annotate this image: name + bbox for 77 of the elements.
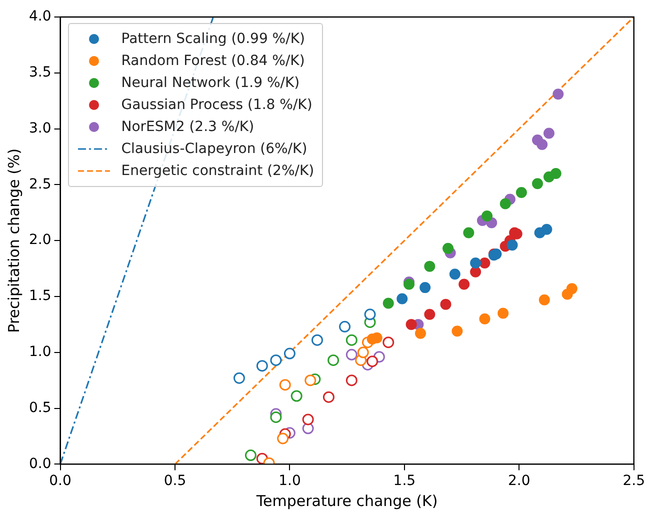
point [442,242,454,254]
point [470,266,482,278]
point [420,282,431,294]
point [566,283,578,294]
point [364,308,376,320]
y-tick-label: 3.5 [29,64,52,81]
point [302,414,314,426]
legend-label: NorESM2 (2.3 %/K) [121,119,254,135]
point [458,278,470,290]
point [346,374,358,386]
point [322,391,334,403]
point [270,354,282,366]
point [506,240,518,251]
legend-label: Clausius-Clapeyron (6%/K) [121,141,308,157]
x-tick-label: 2.0 [508,473,530,490]
point [470,257,482,268]
y-tick-label: 4.0 [29,8,52,25]
point [256,360,268,372]
point [244,450,256,462]
x-tick-label: 0.0 [49,473,72,490]
point [270,411,282,423]
y-axis-title: Precipitation change (%) [4,148,23,333]
y-tick-label: 2.5 [29,176,52,192]
x-tick-label: 1.5 [393,473,416,490]
point [339,320,351,332]
point [346,348,358,360]
point [382,336,394,348]
x-tick-label: 0.5 [164,473,186,490]
y-tick-label: 0.5 [29,400,52,416]
y-tick-label: 2.0 [29,232,52,248]
legend-label: Pattern Scaling (0.99 %/K) [121,31,305,47]
legend-label: Gaussian Process (1.8 %/K) [121,97,312,113]
point [479,257,490,268]
point [449,268,460,280]
point [538,294,550,306]
point [536,138,548,150]
point [279,379,291,391]
point [424,260,436,272]
point [532,178,544,190]
point [498,308,509,319]
point [277,432,289,444]
legend-label: Random Forest (0.84 %/K) [121,53,305,69]
point [311,334,323,346]
y-tick-label: 1.5 [29,288,52,304]
point [414,328,426,339]
point [406,318,417,330]
legend-label: Neural Network (1.9 %/K) [121,75,300,91]
point [290,390,302,402]
y-tick-label: 1.0 [29,344,52,360]
point [516,187,527,198]
point [440,298,452,310]
point [233,372,245,384]
legend-label: Energetic constraint (2%/K) [121,163,314,179]
point [346,334,358,346]
point [382,298,394,309]
point [424,308,436,320]
x-axis-title: Temperature change (K) [255,492,438,510]
point [452,326,463,337]
point [482,210,493,222]
point [463,227,474,238]
x-tick-label: 1.0 [278,473,301,490]
point [479,313,490,324]
point [500,198,511,210]
y-tick-label: 0.0 [29,456,52,472]
point [396,293,408,304]
point [541,224,552,235]
point [552,88,564,100]
point [404,278,415,290]
point [284,348,296,360]
x-tick-label: 2.5 [622,473,645,490]
point [304,374,316,386]
point [366,356,378,368]
y-tick-label: 3.0 [29,120,52,136]
point [543,128,554,139]
point [328,354,340,366]
point [550,168,562,180]
point [357,346,369,358]
